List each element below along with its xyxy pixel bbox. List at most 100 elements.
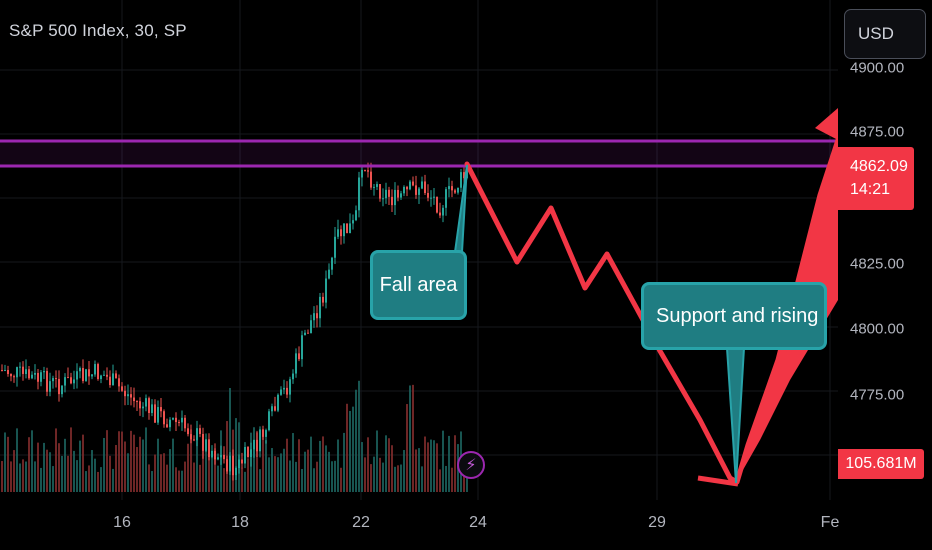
volume-bar	[373, 456, 375, 492]
volume-bar	[40, 467, 42, 492]
volume-bar	[430, 439, 432, 492]
lightning-icon[interactable]: ⚡	[457, 451, 485, 479]
volume-bar	[406, 404, 408, 492]
candle-body	[439, 212, 441, 216]
volume-bar	[307, 449, 309, 492]
volume-bar	[79, 440, 81, 492]
volume-bar	[130, 430, 132, 492]
volume-bar	[418, 448, 420, 492]
volume-bar	[244, 471, 246, 492]
volume-bar	[340, 467, 342, 492]
candle-body	[112, 373, 114, 386]
volume-bar	[85, 471, 87, 492]
price-tick: 4875.00	[850, 123, 905, 141]
volume-bar	[433, 440, 435, 492]
candle-body	[298, 353, 300, 360]
volume-bar	[367, 437, 369, 492]
candle-body	[139, 401, 141, 409]
volume-bar	[28, 437, 30, 492]
fall-area-callout[interactable]: Fall area	[370, 250, 467, 320]
candle-body	[337, 229, 339, 237]
volume-bar	[58, 443, 60, 492]
candle-body	[172, 417, 174, 420]
candle-body	[40, 372, 42, 382]
candle-body	[205, 439, 207, 451]
volume-bar	[256, 430, 258, 492]
volume-bar	[277, 457, 279, 492]
candle-body	[385, 189, 387, 199]
candle-body	[418, 188, 420, 195]
support-callout[interactable]: Support and rising e	[641, 282, 827, 350]
volume-bar	[412, 384, 414, 492]
volume-bar	[172, 438, 174, 492]
currency-button[interactable]: USD	[844, 9, 926, 59]
volume-bar	[199, 464, 201, 492]
candle-body	[130, 394, 132, 398]
volume-bar	[175, 467, 177, 492]
candle-body	[304, 332, 306, 336]
time-tick: 24	[469, 514, 487, 531]
volume-bar	[106, 430, 108, 492]
time-axis[interactable]	[0, 500, 932, 550]
candle-body	[196, 428, 198, 441]
volume-bar	[94, 458, 96, 492]
volume-bar	[265, 440, 267, 492]
candle-body	[166, 424, 168, 428]
volume-bar	[370, 464, 372, 492]
candle-body	[109, 376, 111, 386]
candle-body	[307, 332, 309, 334]
candle-body	[292, 373, 294, 380]
time-tick: Fe	[820, 514, 840, 531]
candle-body	[106, 374, 108, 377]
volume-bar	[178, 470, 180, 492]
volume-bar	[448, 435, 450, 492]
candle-body	[58, 378, 60, 395]
candle-body	[85, 369, 87, 382]
volume-bar	[109, 455, 111, 492]
candle-body	[49, 381, 51, 392]
candle-body	[190, 434, 192, 440]
candle-body	[145, 398, 147, 407]
volume-bar	[247, 458, 249, 492]
volume-bar	[208, 456, 210, 492]
candle-body	[361, 169, 363, 178]
volume-bar	[283, 448, 285, 492]
candle-body	[268, 411, 270, 431]
volume-bar	[115, 444, 117, 492]
candle-body	[331, 257, 333, 270]
volume-bar	[301, 468, 303, 492]
candle-body	[376, 184, 378, 187]
symbol-title[interactable]: S&P 500 Index, 30, SP	[9, 21, 187, 40]
candle-body	[433, 196, 435, 198]
candle-body	[79, 368, 81, 372]
candle-body	[208, 439, 210, 458]
volume-bar	[19, 463, 21, 492]
volume-bar	[64, 438, 66, 492]
candle-body	[445, 189, 447, 208]
volume-badge: 105.681M	[838, 449, 924, 479]
chart-canvas[interactable]: S&P 500 Index, 30, SP Fall area Support …	[0, 0, 838, 500]
candle-body	[220, 454, 222, 458]
candle-body	[442, 207, 444, 216]
volume-bar	[196, 428, 198, 492]
volume-bar	[331, 461, 333, 492]
candle-body	[352, 220, 354, 224]
volume-bar	[292, 433, 294, 492]
volume-bar	[454, 435, 456, 492]
volume-bar	[361, 442, 363, 492]
volume-bar	[439, 469, 441, 492]
candle-body	[226, 459, 228, 472]
candle-body	[142, 406, 144, 409]
candle-body	[229, 455, 231, 472]
volume-bar	[343, 432, 345, 492]
volume-bar	[103, 437, 105, 492]
candle-body	[37, 373, 39, 382]
volume-bar	[445, 465, 447, 492]
volume-bar	[127, 453, 129, 492]
volume-bar	[322, 436, 324, 492]
candle-body	[202, 433, 204, 451]
candle-body	[259, 429, 261, 452]
price-chart[interactable]	[0, 0, 838, 500]
resistance-band[interactable]	[0, 139, 838, 168]
candle-body	[436, 196, 438, 213]
